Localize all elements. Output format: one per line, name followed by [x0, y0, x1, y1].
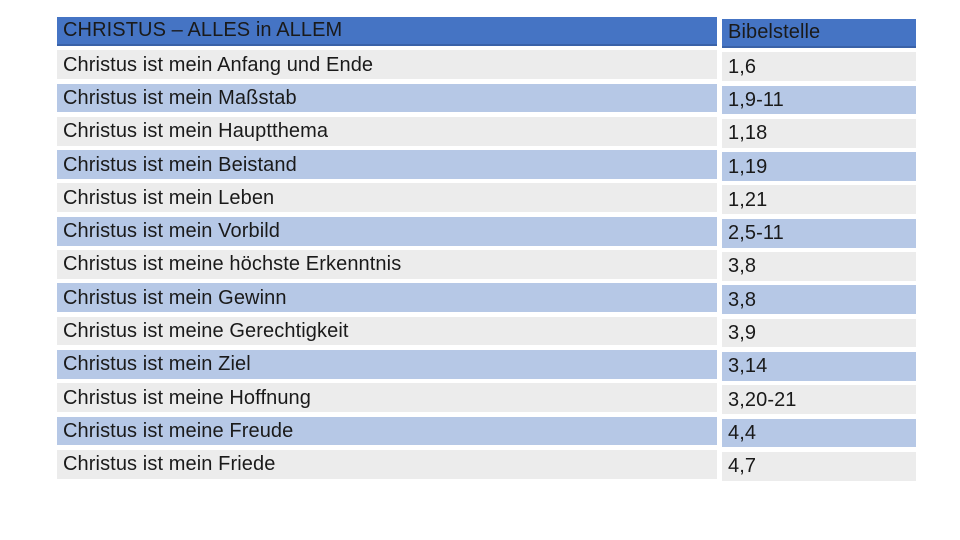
cell-text: Christus ist meine höchste Erkenntnis	[63, 253, 402, 276]
table-row: Christus ist mein Gewinn	[57, 283, 717, 313]
cell-text: 3,20-21	[728, 388, 797, 411]
table-row: 3,8	[722, 285, 916, 315]
cell-text: 4,7	[728, 455, 757, 478]
cell-text: 1,19	[728, 155, 768, 178]
cell-text: Christus ist mein Leben	[63, 186, 275, 209]
cell-text: 3,8	[728, 288, 757, 311]
table-row: Christus ist mein Maßstab	[57, 83, 717, 113]
topics-table: CHRISTUS – ALLES in ALLEM Christus ist m…	[57, 17, 717, 479]
table-row: Christus ist meine höchste Erkenntnis	[57, 250, 717, 279]
table-row: 3,20-21	[722, 385, 916, 415]
table-row: 4,7	[722, 451, 916, 481]
cell-text: 3,8	[728, 255, 757, 278]
cell-text: 4,4	[728, 421, 757, 444]
table-row: 4,4	[722, 418, 916, 448]
cell-text: Christus ist mein Beistand	[63, 153, 297, 176]
table-row: 2,5-11	[722, 218, 916, 248]
table-row: Christus ist mein Anfang und Ende	[57, 50, 717, 80]
table-row: Christus ist mein Hauptthema	[57, 116, 717, 146]
cell-text: Christus ist mein Hauptthema	[63, 120, 329, 143]
table-row: Christus ist mein Leben	[57, 183, 717, 213]
cell-text: Christus ist mein Vorbild	[63, 220, 281, 243]
table-row: 1,19	[722, 152, 916, 181]
table-row: Christus ist mein Beistand	[57, 150, 717, 179]
table-row: Christus ist meine Freude	[57, 416, 717, 446]
cell-text: 1,9-11	[728, 88, 784, 111]
table-row: Christus ist mein Vorbild	[57, 216, 717, 246]
table-row: 1,21	[722, 185, 916, 215]
cell-text: 3,14	[728, 355, 768, 378]
cell-text: Christus ist mein Gewinn	[63, 286, 287, 309]
cell-text: Christus ist mein Ziel	[63, 353, 251, 376]
table-row: 3,8	[722, 252, 916, 281]
table-row: Christus ist mein Ziel	[57, 349, 717, 379]
table-row: Christus ist meine Hoffnung	[57, 383, 717, 413]
topics-header-label: CHRISTUS – ALLES in ALLEM	[63, 19, 343, 42]
cell-text: 1,6	[728, 55, 757, 78]
table-row: Christus ist mein Friede	[57, 449, 717, 479]
table-row: 1,9-11	[722, 85, 916, 115]
table-row: 1,18	[722, 118, 916, 148]
table-row: 1,6	[722, 52, 916, 82]
table-row: Christus ist meine Gerechtigkeit	[57, 316, 717, 346]
cell-text: 2,5-11	[728, 222, 784, 245]
cell-text: Christus ist meine Gerechtigkeit	[63, 320, 349, 343]
cell-text: 3,9	[728, 322, 757, 345]
cell-text: 1,21	[728, 188, 768, 211]
references-header-label: Bibelstelle	[728, 21, 821, 44]
topics-header-row: CHRISTUS – ALLES in ALLEM	[57, 17, 717, 46]
references-header-row: Bibelstelle	[722, 19, 916, 48]
cell-text: Christus ist mein Anfang und Ende	[63, 53, 374, 76]
references-table: Bibelstelle 1,6 1,9-11 1,18 1,19 1,21 2,…	[722, 19, 916, 481]
cell-text: Christus ist mein Friede	[63, 453, 276, 476]
cell-text: Christus ist mein Maßstab	[63, 86, 297, 109]
table-row: 3,14	[722, 351, 916, 381]
cell-text: Christus ist meine Freude	[63, 419, 294, 442]
cell-text: Christus ist meine Hoffnung	[63, 386, 312, 409]
table-row: 3,9	[722, 318, 916, 348]
cell-text: 1,18	[728, 122, 768, 145]
